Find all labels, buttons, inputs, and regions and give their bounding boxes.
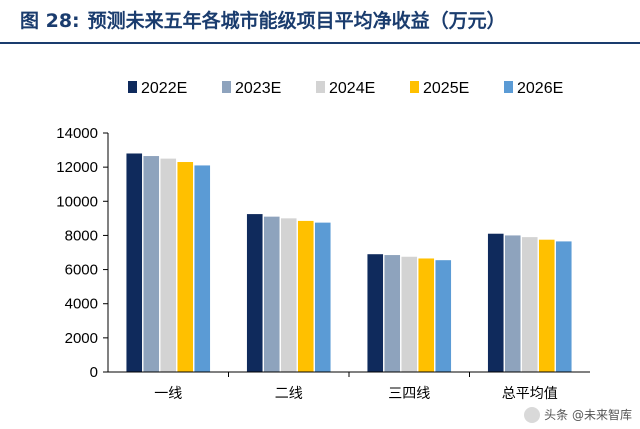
bar-2025E-0 [177,162,194,372]
chart-bars [126,153,572,372]
bar-2024E-0 [160,158,177,372]
legend-label-2022E: 2022E [141,80,187,97]
legend-swatch-2024E [316,81,325,93]
y-tick-label-8000: 8000 [65,227,98,244]
figure-header: 图 28: 预测未来五年各城市能级项目平均净收益（万元） [0,0,640,44]
bar-2026E-3 [555,241,572,372]
bar-2026E-0 [194,165,211,372]
bar-2024E-1 [280,218,297,372]
x-category-label-2: 三四线 [388,386,430,402]
y-tick-label-2000: 2000 [65,330,98,347]
legend-swatch-2023E [222,81,231,93]
legend-swatch-2022E [128,81,137,93]
bar-2023E-1 [263,216,280,372]
legend-swatch-2025E [410,81,419,93]
legend-label-2024E: 2024E [329,80,375,97]
watermark-text: 头条 @未来智库 [544,408,632,422]
y-tick-label-10000: 10000 [56,193,98,210]
y-tick-label-6000: 6000 [65,262,98,279]
figure-number: 图 28: [20,10,80,32]
y-tick-label-0: 0 [90,364,98,381]
figure-title: 图 28: 预测未来五年各城市能级项目平均净收益（万元） [20,6,640,33]
legend-label-2023E: 2023E [235,80,281,97]
bar-2024E-3 [521,237,538,372]
bar-2022E-3 [487,233,504,372]
bar-2023E-3 [504,235,521,372]
bar-2024E-2 [401,256,418,372]
bar-2025E-1 [297,220,314,372]
x-category-label-0: 一线 [154,386,182,402]
y-axis: 0 2000 4000 6000 8000 10000 12000 14000 [56,125,109,381]
bar-2025E-3 [538,239,555,372]
y-tick-label-12000: 12000 [56,159,98,176]
bar-2023E-0 [143,156,160,372]
bar-2023E-2 [384,255,401,372]
bar-2022E-1 [246,214,263,372]
bar-2026E-1 [314,222,331,372]
figure-title-text: 预测未来五年各城市能级项目平均净收益（万元） [87,10,506,32]
x-category-label-1: 二线 [275,386,303,402]
bar-2022E-2 [367,254,384,372]
watermark: 头条 @未来智库 [524,406,632,423]
x-category-label-3: 总平均值 [502,386,558,402]
x-axis: 一线 二线 三四线 总平均值 [108,371,590,402]
bar-chart: 2022E 2023E 2024E 2025E 2026E 0 2000 4000 6000 8… [56,80,590,402]
legend-swatch-2026E [504,81,513,93]
chart-legend: 2022E 2023E 2024E 2025E 2026E [128,80,563,97]
y-tick-label-14000: 14000 [56,125,98,142]
watermark-logo-icon [524,406,541,423]
legend-label-2025E: 2025E [423,80,469,97]
legend-label-2026E: 2026E [517,80,563,97]
y-tick-label-4000: 4000 [65,296,98,313]
bar-2022E-0 [126,153,143,372]
bar-2025E-2 [418,258,435,372]
bar-2026E-2 [435,260,452,372]
